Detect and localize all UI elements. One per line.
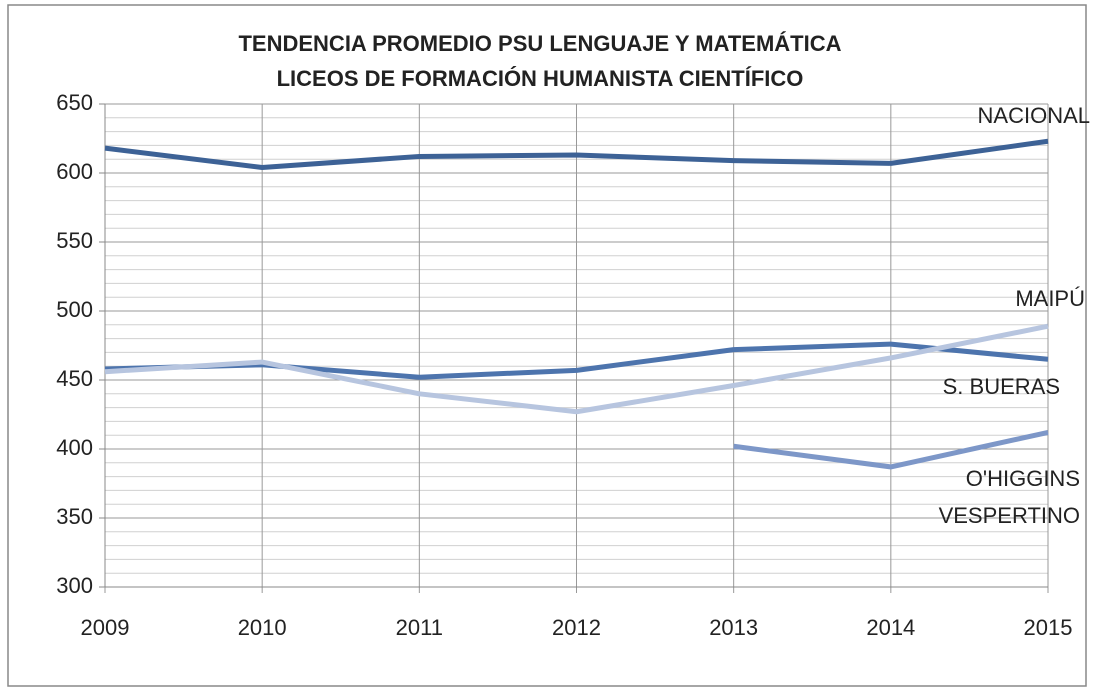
- y-tick-label: 350: [56, 504, 93, 529]
- line: [104, 323, 1049, 415]
- y-tick-label: 400: [56, 435, 93, 460]
- x-tick-label: 2013: [709, 615, 758, 640]
- line: [104, 341, 1049, 380]
- line: [733, 429, 1049, 470]
- series-label: S. BUERAS: [943, 374, 1060, 399]
- x-tick-label: 2014: [866, 615, 915, 640]
- x-tick-label: 2011: [396, 615, 443, 640]
- y-tick-label: 450: [56, 366, 93, 391]
- y-tick-label: 300: [56, 573, 93, 598]
- series-label: O'HIGGINS VESPERTINO: [939, 466, 1080, 528]
- chart-subtitle: LICEOS DE FORMACIÓN HUMANISTA CIENTÍFICO: [277, 66, 804, 91]
- x-tick-label: 2012: [552, 615, 601, 640]
- x-tick-label: 2010: [238, 615, 287, 640]
- x-tick-label: 2009: [81, 615, 130, 640]
- series-label: NACIONAL: [978, 103, 1090, 128]
- series-label: MAIPÚ: [1015, 286, 1085, 311]
- x-tick-label: 2015: [1024, 615, 1073, 640]
- chart-title: TENDENCIA PROMEDIO PSU LENGUAJE Y MATEMÁ…: [238, 31, 841, 56]
- line: [104, 138, 1049, 170]
- y-tick-label: 550: [56, 228, 93, 253]
- y-tick-label: 650: [56, 90, 93, 115]
- y-tick-label: 500: [56, 297, 93, 322]
- y-tick-label: 600: [56, 159, 93, 184]
